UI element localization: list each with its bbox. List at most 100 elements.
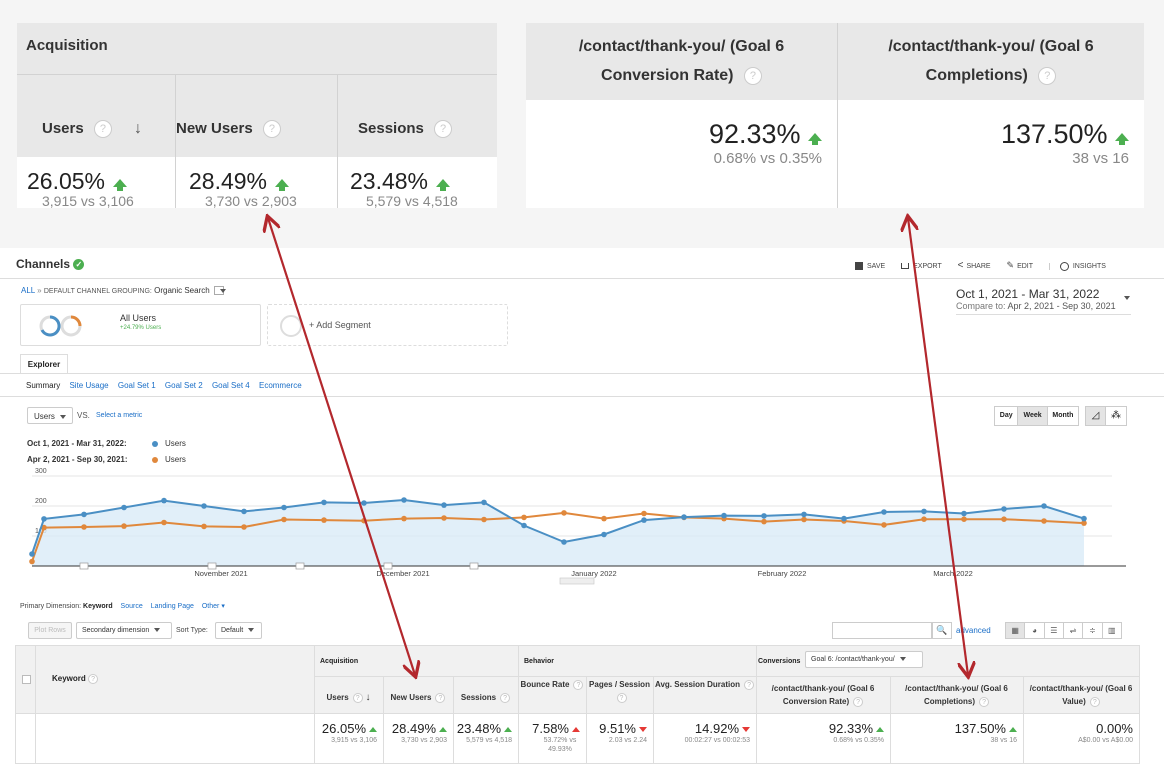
data-point <box>761 518 767 525</box>
pie-view-icon[interactable]: ◕ <box>1025 623 1045 638</box>
granularity-week[interactable]: Week <box>1018 407 1048 425</box>
chevron-down-icon[interactable] <box>1124 296 1130 300</box>
help-icon[interactable]: ? <box>616 692 627 703</box>
group-conversions: Conversions <box>758 658 801 665</box>
completions-header[interactable]: /contact/thank-you/ (Goal 6 Completions)… <box>838 23 1144 100</box>
dimension-keyword[interactable]: Keyword <box>83 603 113 610</box>
table-view-icon[interactable]: ▦ <box>1006 623 1026 638</box>
sessions-compare: 5,579 vs 4,518 <box>366 193 458 209</box>
chevron-down-icon <box>59 414 66 419</box>
data-point <box>521 522 527 529</box>
col-header-4[interactable]: Pages / Session? <box>586 678 653 704</box>
sort-arrow-down-icon[interactable]: ↓ <box>134 120 143 137</box>
tab-explorer[interactable]: Explorer <box>20 354 68 374</box>
data-point <box>81 524 87 530</box>
data-point <box>161 497 167 504</box>
help-icon[interactable]: ? <box>573 679 584 690</box>
col-sessions[interactable]: Sessions ? <box>338 75 497 157</box>
table-view-switch: ▦ ◕ ☰ ⇌ ≑ ▥ <box>1005 622 1122 639</box>
help-icon[interactable]: ? <box>435 692 446 703</box>
cell-change: 0.00% <box>1096 721 1133 736</box>
col-header-1[interactable]: New Users? <box>383 691 453 704</box>
metric-select[interactable]: Users <box>27 407 73 424</box>
breadcrumb-dropdown[interactable] <box>213 286 226 296</box>
col-header-5[interactable]: Avg. Session Duration? <box>653 678 756 691</box>
help-icon[interactable]: ? <box>88 674 99 684</box>
insights-button[interactable]: INSIGHTS <box>1048 261 1106 271</box>
pencil-icon: ✎ <box>1006 260 1015 270</box>
data-point <box>441 502 447 508</box>
conv-rate-header[interactable]: /contact/thank-you/ (Goal 6 Conversion R… <box>526 23 837 100</box>
edit-button[interactable]: ✎ EDIT <box>1006 260 1033 270</box>
up-arrow-icon <box>876 727 884 733</box>
select-all-checkbox[interactable] <box>22 675 31 684</box>
col-users[interactable]: Users ? ↓ <box>17 75 176 157</box>
col-header-label: /contact/thank-you/ (Goal 6 Conversion R… <box>771 684 875 706</box>
chevron-down-icon <box>219 289 226 294</box>
data-point <box>801 511 807 518</box>
value-cell-7: 137.50% 38 vs 16 <box>890 721 1017 745</box>
subtab-goal-set-4[interactable]: Goal Set 4 <box>211 381 250 390</box>
col-header-2[interactable]: Sessions? <box>453 691 518 704</box>
help-icon[interactable]: ? <box>744 679 755 690</box>
data-point <box>601 531 607 538</box>
secondary-dimension-label: Secondary dimension <box>82 627 150 634</box>
dimension-other[interactable]: Other <box>201 603 220 610</box>
subtab-site-usage[interactable]: Site Usage <box>69 381 109 390</box>
sort-type-select[interactable]: Default <box>215 622 262 639</box>
divider <box>314 676 1139 677</box>
data-point <box>121 504 127 511</box>
data-point <box>41 524 47 531</box>
divider <box>453 677 454 763</box>
new-users-change: 28.49% <box>189 168 268 194</box>
sort-arrow-down-icon[interactable]: ↓ <box>362 692 371 703</box>
help-icon[interactable]: ? <box>93 120 112 139</box>
cell-change: 7.58% <box>532 721 569 736</box>
value-cell-4: 9.51% 2.03 vs 2.24 <box>586 721 647 745</box>
subtab-goal-set-2[interactable]: Goal Set 2 <box>164 381 203 390</box>
data-point <box>641 510 647 517</box>
performance-view-icon[interactable]: ☰ <box>1045 623 1064 638</box>
x-tick-label: February 2022 <box>758 569 807 578</box>
subtab-summary[interactable]: Summary <box>26 381 61 390</box>
value-cell-6: 92.33% 0.68% vs 0.35% <box>756 721 884 745</box>
granularity-month[interactable]: Month <box>1052 412 1074 419</box>
breadcrumb-all[interactable]: ALL <box>21 286 35 295</box>
col-header-label: Sessions <box>460 693 497 702</box>
col-header-6[interactable]: /contact/thank-you/ (Goal 6 Conversion R… <box>756 682 890 708</box>
granularity-day[interactable]: Day <box>995 407 1019 425</box>
col-header-3[interactable]: Bounce Rate? <box>518 678 586 691</box>
help-icon[interactable]: ? <box>500 692 511 703</box>
help-icon[interactable]: ? <box>979 696 990 707</box>
plot-rows-button[interactable]: Plot Rows <box>28 622 72 639</box>
help-icon[interactable]: ? <box>853 696 864 707</box>
help-icon[interactable]: ? <box>262 120 281 139</box>
metric-select-value: Users <box>34 412 55 421</box>
comparison-view-icon[interactable]: ⇌ <box>1064 623 1084 638</box>
secondary-dimension-select[interactable]: Secondary dimension <box>76 622 172 639</box>
col-new-users[interactable]: New Users ? <box>176 75 338 157</box>
pivot-view-icon[interactable]: ▥ <box>1108 626 1116 635</box>
help-icon[interactable]: ? <box>743 66 762 85</box>
term-cloud-icon[interactable]: ≑ <box>1083 623 1103 638</box>
dimension-landing-page[interactable]: Landing Page <box>150 603 194 610</box>
help-icon[interactable]: ? <box>434 120 453 139</box>
zoom-acquisition-panel: Acquisition Users ? ↓ New Users ? Sessio… <box>17 23 497 209</box>
col-header-7[interactable]: /contact/thank-you/ (Goal 6 Completions)… <box>890 682 1023 708</box>
segment-all-users[interactable]: All Users +24.79% Users <box>20 304 261 346</box>
divider <box>586 677 587 763</box>
save-button[interactable]: SAVE <box>855 262 885 271</box>
line-chart-icon[interactable]: ◿ <box>1086 407 1107 425</box>
keyword-header[interactable]: Keyword ? <box>52 674 99 684</box>
segment-donut-icon <box>39 315 82 337</box>
dimension-source[interactable]: Source <box>120 603 143 610</box>
subtab-goal-set-1[interactable]: Goal Set 1 <box>117 381 156 390</box>
select-metric-link[interactable]: Select a metric <box>96 412 143 419</box>
date-range[interactable]: Oct 1, 2021 - Mar 31, 2022 <box>956 287 1100 301</box>
col-header-8[interactable]: /contact/thank-you/ (Goal 6 Value)? <box>1023 682 1139 708</box>
help-icon[interactable]: ? <box>1089 696 1100 707</box>
col-header-0[interactable]: Users? ↓ <box>314 691 383 704</box>
motion-chart-icon[interactable]: ⁂ <box>1111 410 1122 421</box>
help-icon[interactable]: ? <box>1038 66 1057 85</box>
help-icon[interactable]: ? <box>352 692 363 703</box>
